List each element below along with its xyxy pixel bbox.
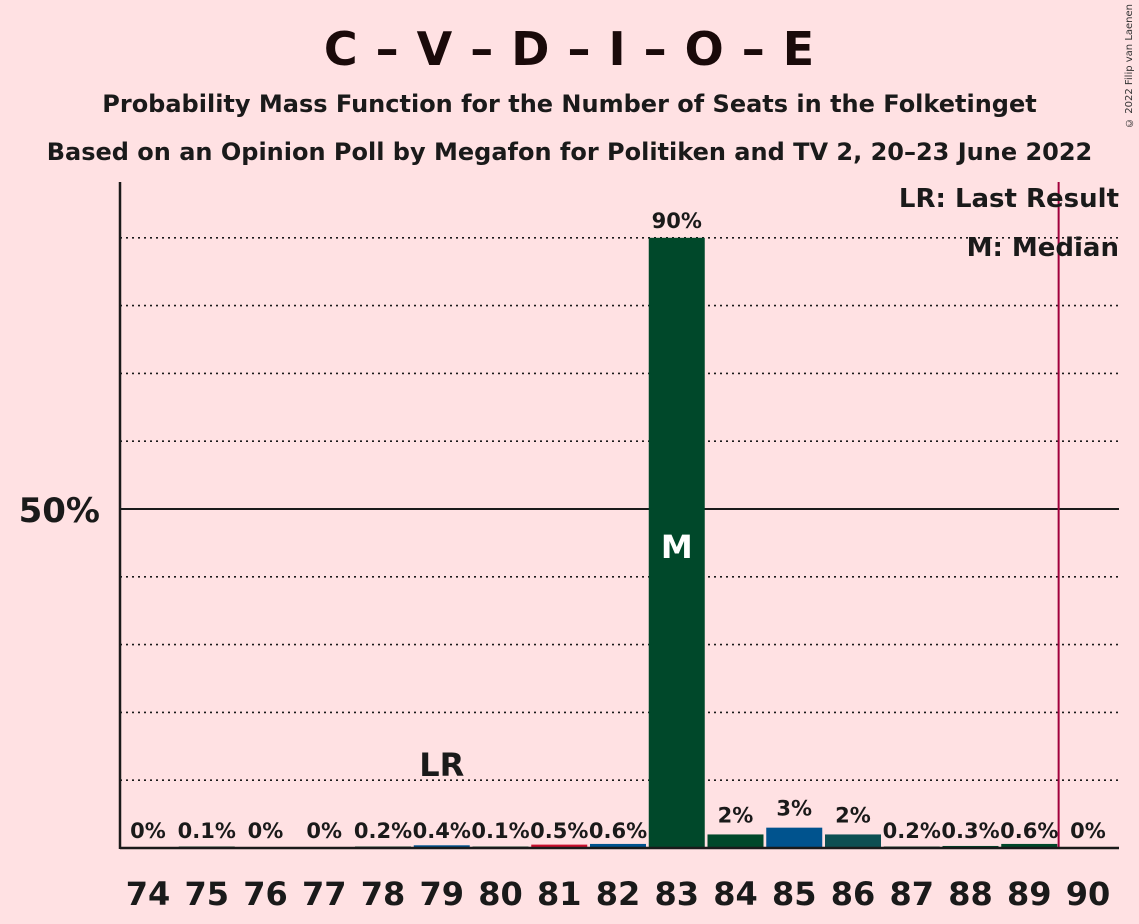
- data-label-85: 3%: [776, 797, 812, 821]
- x-tick-76: 76: [243, 875, 288, 913]
- x-tick-74: 74: [126, 875, 171, 913]
- chart-subtitle: Probability Mass Function for the Number…: [102, 90, 1037, 118]
- data-label-81: 0.5%: [530, 819, 588, 843]
- bar-81: [531, 844, 588, 848]
- x-tick-83: 83: [654, 875, 699, 913]
- data-label-83: 90%: [652, 209, 702, 233]
- data-label-80: 0.1%: [471, 819, 529, 843]
- x-tick-89: 89: [1007, 875, 1052, 913]
- data-label-77: 0%: [306, 819, 342, 843]
- bar-86: [825, 834, 881, 848]
- data-label-90: 0%: [1070, 819, 1106, 843]
- bar-82: [590, 843, 646, 848]
- data-label-76: 0%: [248, 819, 284, 843]
- x-tick-82: 82: [596, 875, 641, 913]
- x-tick-84: 84: [713, 875, 758, 913]
- bar-83: [648, 237, 705, 849]
- data-label-87: 0.2%: [883, 819, 941, 843]
- data-label-84: 2%: [718, 803, 754, 827]
- data-label-74: 0%: [130, 819, 166, 843]
- legend-last-result: LR: Last Result: [898, 184, 1119, 214]
- x-tick-75: 75: [184, 875, 229, 913]
- x-tick-81: 81: [537, 875, 582, 913]
- last-result-marker: LR: [419, 746, 464, 784]
- bar-85: [766, 827, 823, 848]
- x-tick-78: 78: [361, 875, 406, 913]
- y-tick-label: 50%: [19, 491, 100, 531]
- x-tick-88: 88: [948, 875, 993, 913]
- x-tick-80: 80: [478, 875, 523, 913]
- bar-79: [413, 845, 470, 848]
- x-tick-87: 87: [889, 875, 934, 913]
- data-label-79: 0.4%: [413, 819, 471, 843]
- data-label-75: 0.1%: [178, 819, 236, 843]
- data-label-82: 0.6%: [589, 819, 647, 843]
- x-tick-77: 77: [302, 875, 347, 913]
- legend-median: M: Median: [966, 233, 1119, 263]
- chart-title: C – V – D – I – O – E: [323, 22, 816, 76]
- data-label-86: 2%: [835, 803, 871, 827]
- x-tick-79: 79: [419, 875, 464, 913]
- data-label-88: 0.3%: [941, 819, 999, 843]
- bar-84: [707, 834, 764, 848]
- x-tick-90: 90: [1066, 875, 1111, 913]
- x-tick-85: 85: [772, 875, 817, 913]
- x-tick-86: 86: [831, 875, 876, 913]
- median-marker: M: [661, 528, 693, 566]
- bar-89: [1001, 843, 1058, 848]
- data-label-78: 0.2%: [354, 819, 412, 843]
- data-label-89: 0.6%: [1000, 819, 1058, 843]
- chart-source: Based on an Opinion Poll by Megafon for …: [46, 138, 1093, 166]
